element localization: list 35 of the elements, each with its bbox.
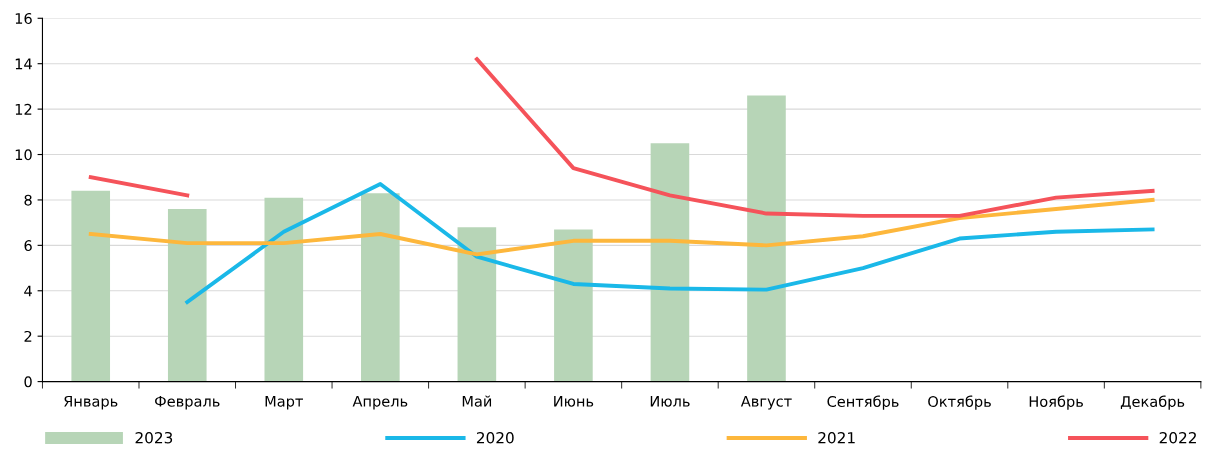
x-tick-label: Май [462, 395, 492, 407]
line-series [185, 182, 1155, 305]
bar [554, 229, 593, 382]
bar [167, 209, 207, 382]
legend-label: 2023 [135, 431, 173, 444]
y-tick-label: 16 [15, 13, 32, 25]
y-tick-label: 10 [15, 149, 32, 161]
legend-label: 2021 [818, 431, 855, 444]
bar [264, 197, 304, 382]
x-tick-label: Август [740, 395, 792, 410]
y-tick-label: 2 [24, 330, 32, 342]
bar [361, 193, 400, 382]
y-tick-label: 0 [24, 376, 32, 388]
bar [650, 143, 690, 382]
x-tick-label: Октябрь [928, 395, 991, 410]
x-tick-label: Январь [64, 395, 118, 410]
y-tick-label: 6 [24, 240, 32, 252]
y-tick-label: 12 [15, 103, 32, 115]
legend-label: 2022 [1159, 431, 1196, 444]
x-tick-label: Декабрь [1120, 395, 1185, 410]
y-tick-label: 4 [24, 285, 32, 297]
bar [457, 227, 497, 382]
bar [71, 190, 111, 382]
bar [747, 95, 786, 382]
x-tick-label: Ноябрь [1029, 395, 1083, 410]
y-tick-label: 14 [15, 58, 32, 70]
y-tick-label: 8 [24, 194, 32, 206]
line-series [88, 197, 1155, 257]
legend-label: 2020 [476, 431, 514, 444]
x-tick-label: Сентябрь [827, 395, 899, 410]
x-tick-label: Апрель [352, 395, 408, 410]
x-tick-label: Июнь [554, 395, 594, 407]
x-tick-label: Март [265, 395, 303, 410]
x-tick-label: Июль [650, 395, 690, 407]
x-tick-label: Февраль [155, 395, 220, 410]
